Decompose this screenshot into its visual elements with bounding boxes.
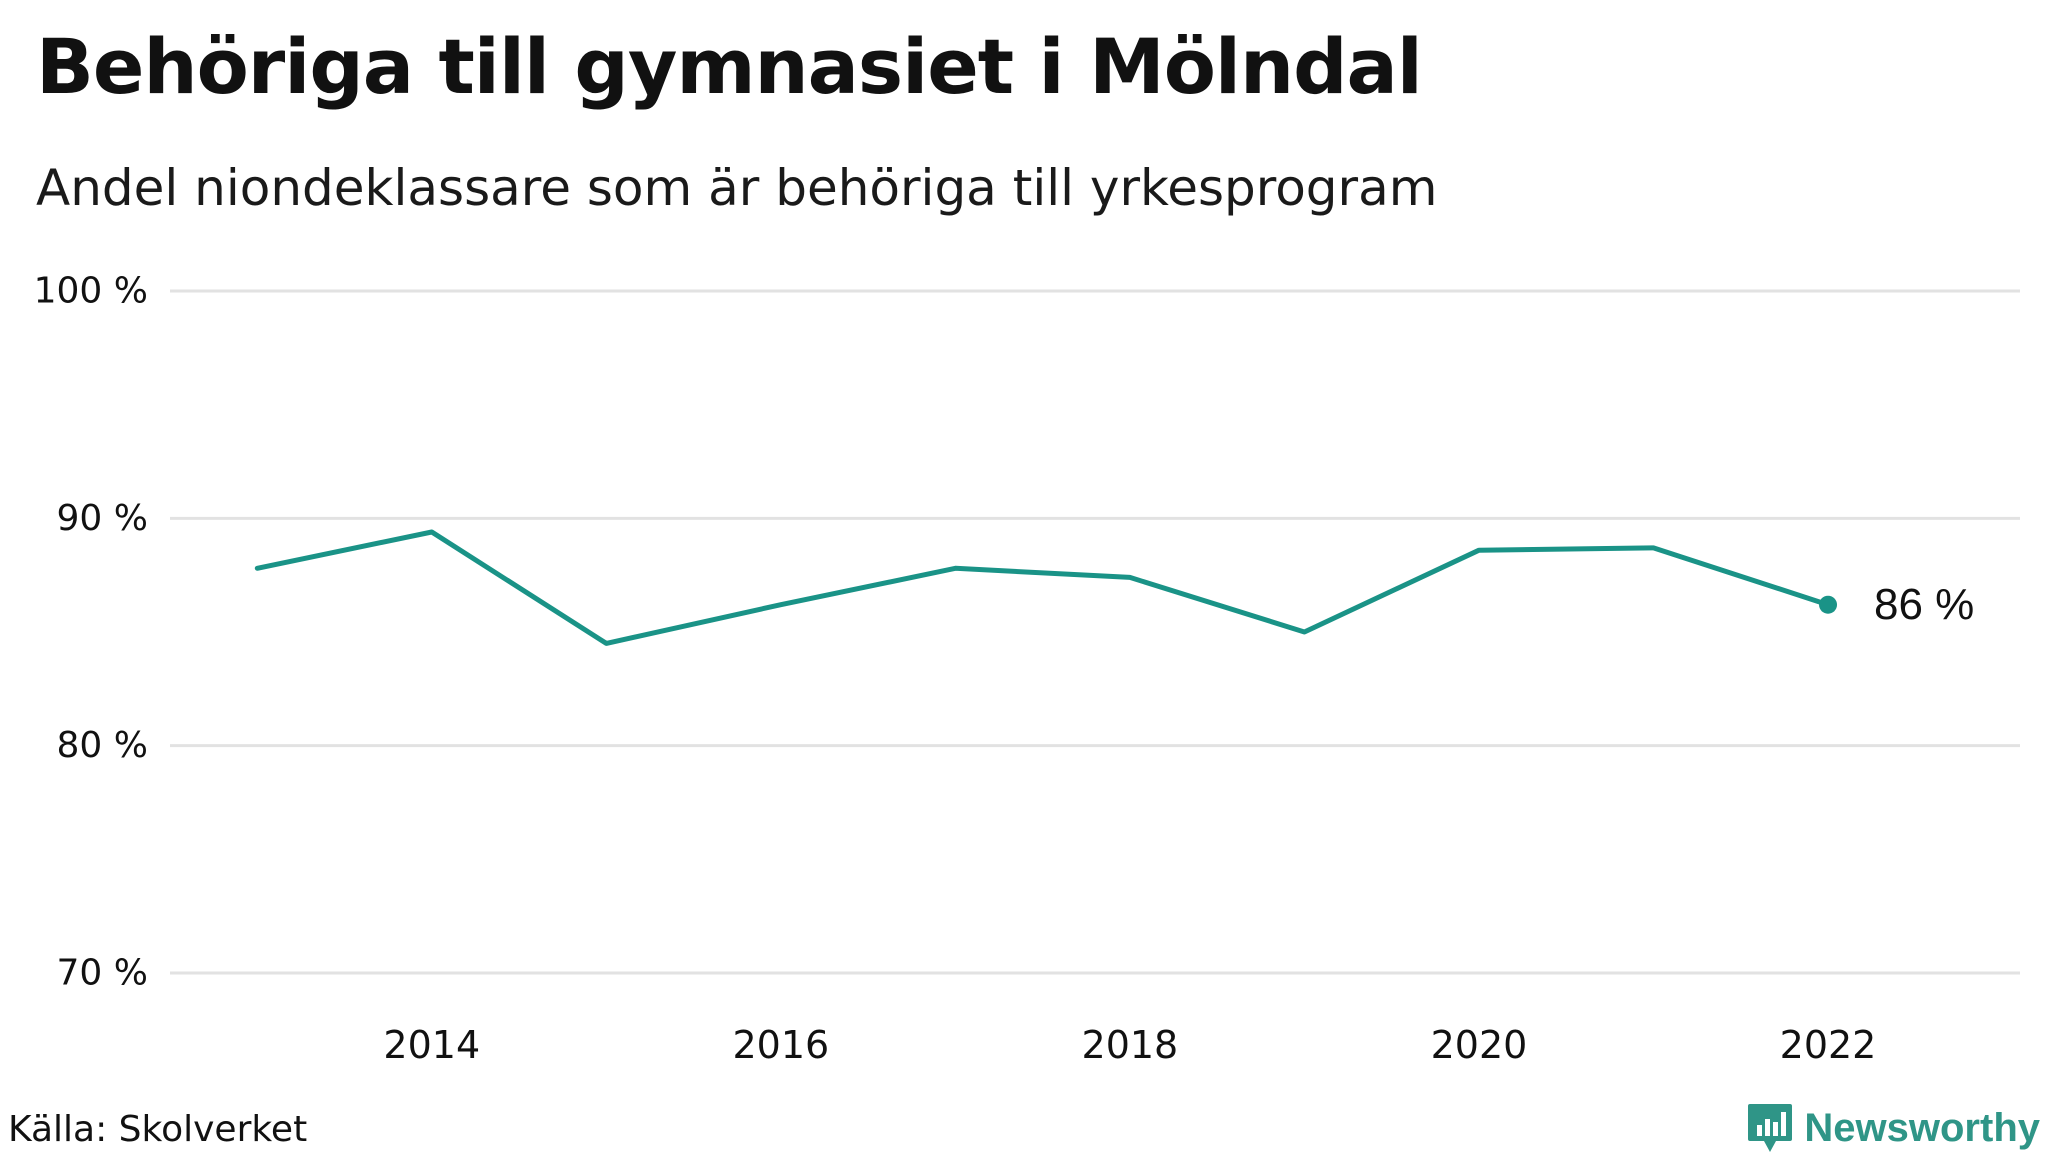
- series-line-0: [254, 529, 1831, 646]
- y-tick-label: 100 %: [34, 271, 148, 312]
- x-tick-label: 2020: [1431, 1023, 1528, 1067]
- y-tick-label: 80 %: [57, 725, 148, 766]
- x-tick-label: 2018: [1082, 1023, 1179, 1067]
- y-tick-label: 70 %: [57, 953, 148, 994]
- brand-logo-group: Newsworthy: [1746, 1098, 2040, 1158]
- end-value-label: 86 %: [1874, 580, 1974, 629]
- chart-subtitle: Andel niondeklassare som är behöriga til…: [36, 159, 1438, 217]
- x-tick-label: 2016: [732, 1023, 829, 1067]
- brand-name: Newsworthy: [1804, 1105, 2040, 1150]
- x-tick-label: 2022: [1780, 1023, 1877, 1067]
- y-tick-label: 90 %: [57, 498, 148, 539]
- x-tick-label: 2014: [383, 1023, 480, 1067]
- source-note: Källa: Skolverket: [8, 1109, 308, 1150]
- end-point-marker: [1819, 595, 1838, 614]
- chart-title: Behöriga till gymnasiet i Mölndal: [36, 22, 1423, 111]
- newsworthy-logo-icon: [1748, 1104, 1793, 1152]
